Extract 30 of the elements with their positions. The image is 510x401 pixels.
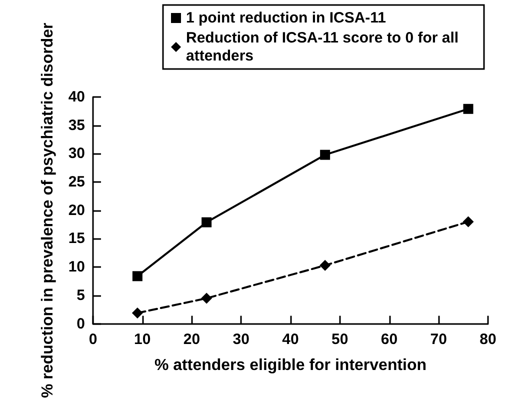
x-tick-label: 10 — [134, 330, 151, 348]
y-tick-label: 30 — [68, 145, 85, 162]
legend-label: Reduction of ICSA-11 score to 0 for all attenders — [186, 30, 463, 64]
y-tick-label: 0 — [76, 315, 85, 332]
point — [320, 150, 330, 160]
x-tick-label: 40 — [282, 330, 299, 348]
x-axis-title: % attenders eligible for intervention — [154, 356, 427, 374]
y-tick-label: 5 — [76, 286, 85, 304]
x-tick-label: 50 — [332, 330, 348, 348]
y-tick-label: 15 — [68, 230, 85, 248]
point — [132, 271, 142, 282]
legend-label: 1 point reduction in ICSA-11 — [186, 10, 386, 26]
x-tick-label: 70 — [430, 330, 447, 348]
y-tick-label: 20 — [68, 202, 85, 219]
y-tick-label: 10 — [68, 258, 85, 276]
point — [463, 104, 474, 114]
x-tick-label: 60 — [380, 330, 398, 348]
x-tick-label: 0 — [88, 330, 98, 348]
point — [320, 260, 331, 271]
point — [202, 217, 212, 228]
x-tick-label: 80 — [480, 330, 496, 348]
x-tick-label: 20 — [183, 330, 200, 348]
y-tick-label: 25 — [68, 174, 85, 191]
x-tick-label: 30 — [232, 330, 250, 348]
y-axis-title: % reduction in prevalence of psychiatric disorder — [39, 22, 56, 398]
point — [462, 216, 474, 228]
y-tick-label: 40 — [68, 88, 85, 106]
y-tick-label: 35 — [68, 116, 85, 134]
point — [132, 308, 143, 319]
point — [201, 292, 212, 304]
